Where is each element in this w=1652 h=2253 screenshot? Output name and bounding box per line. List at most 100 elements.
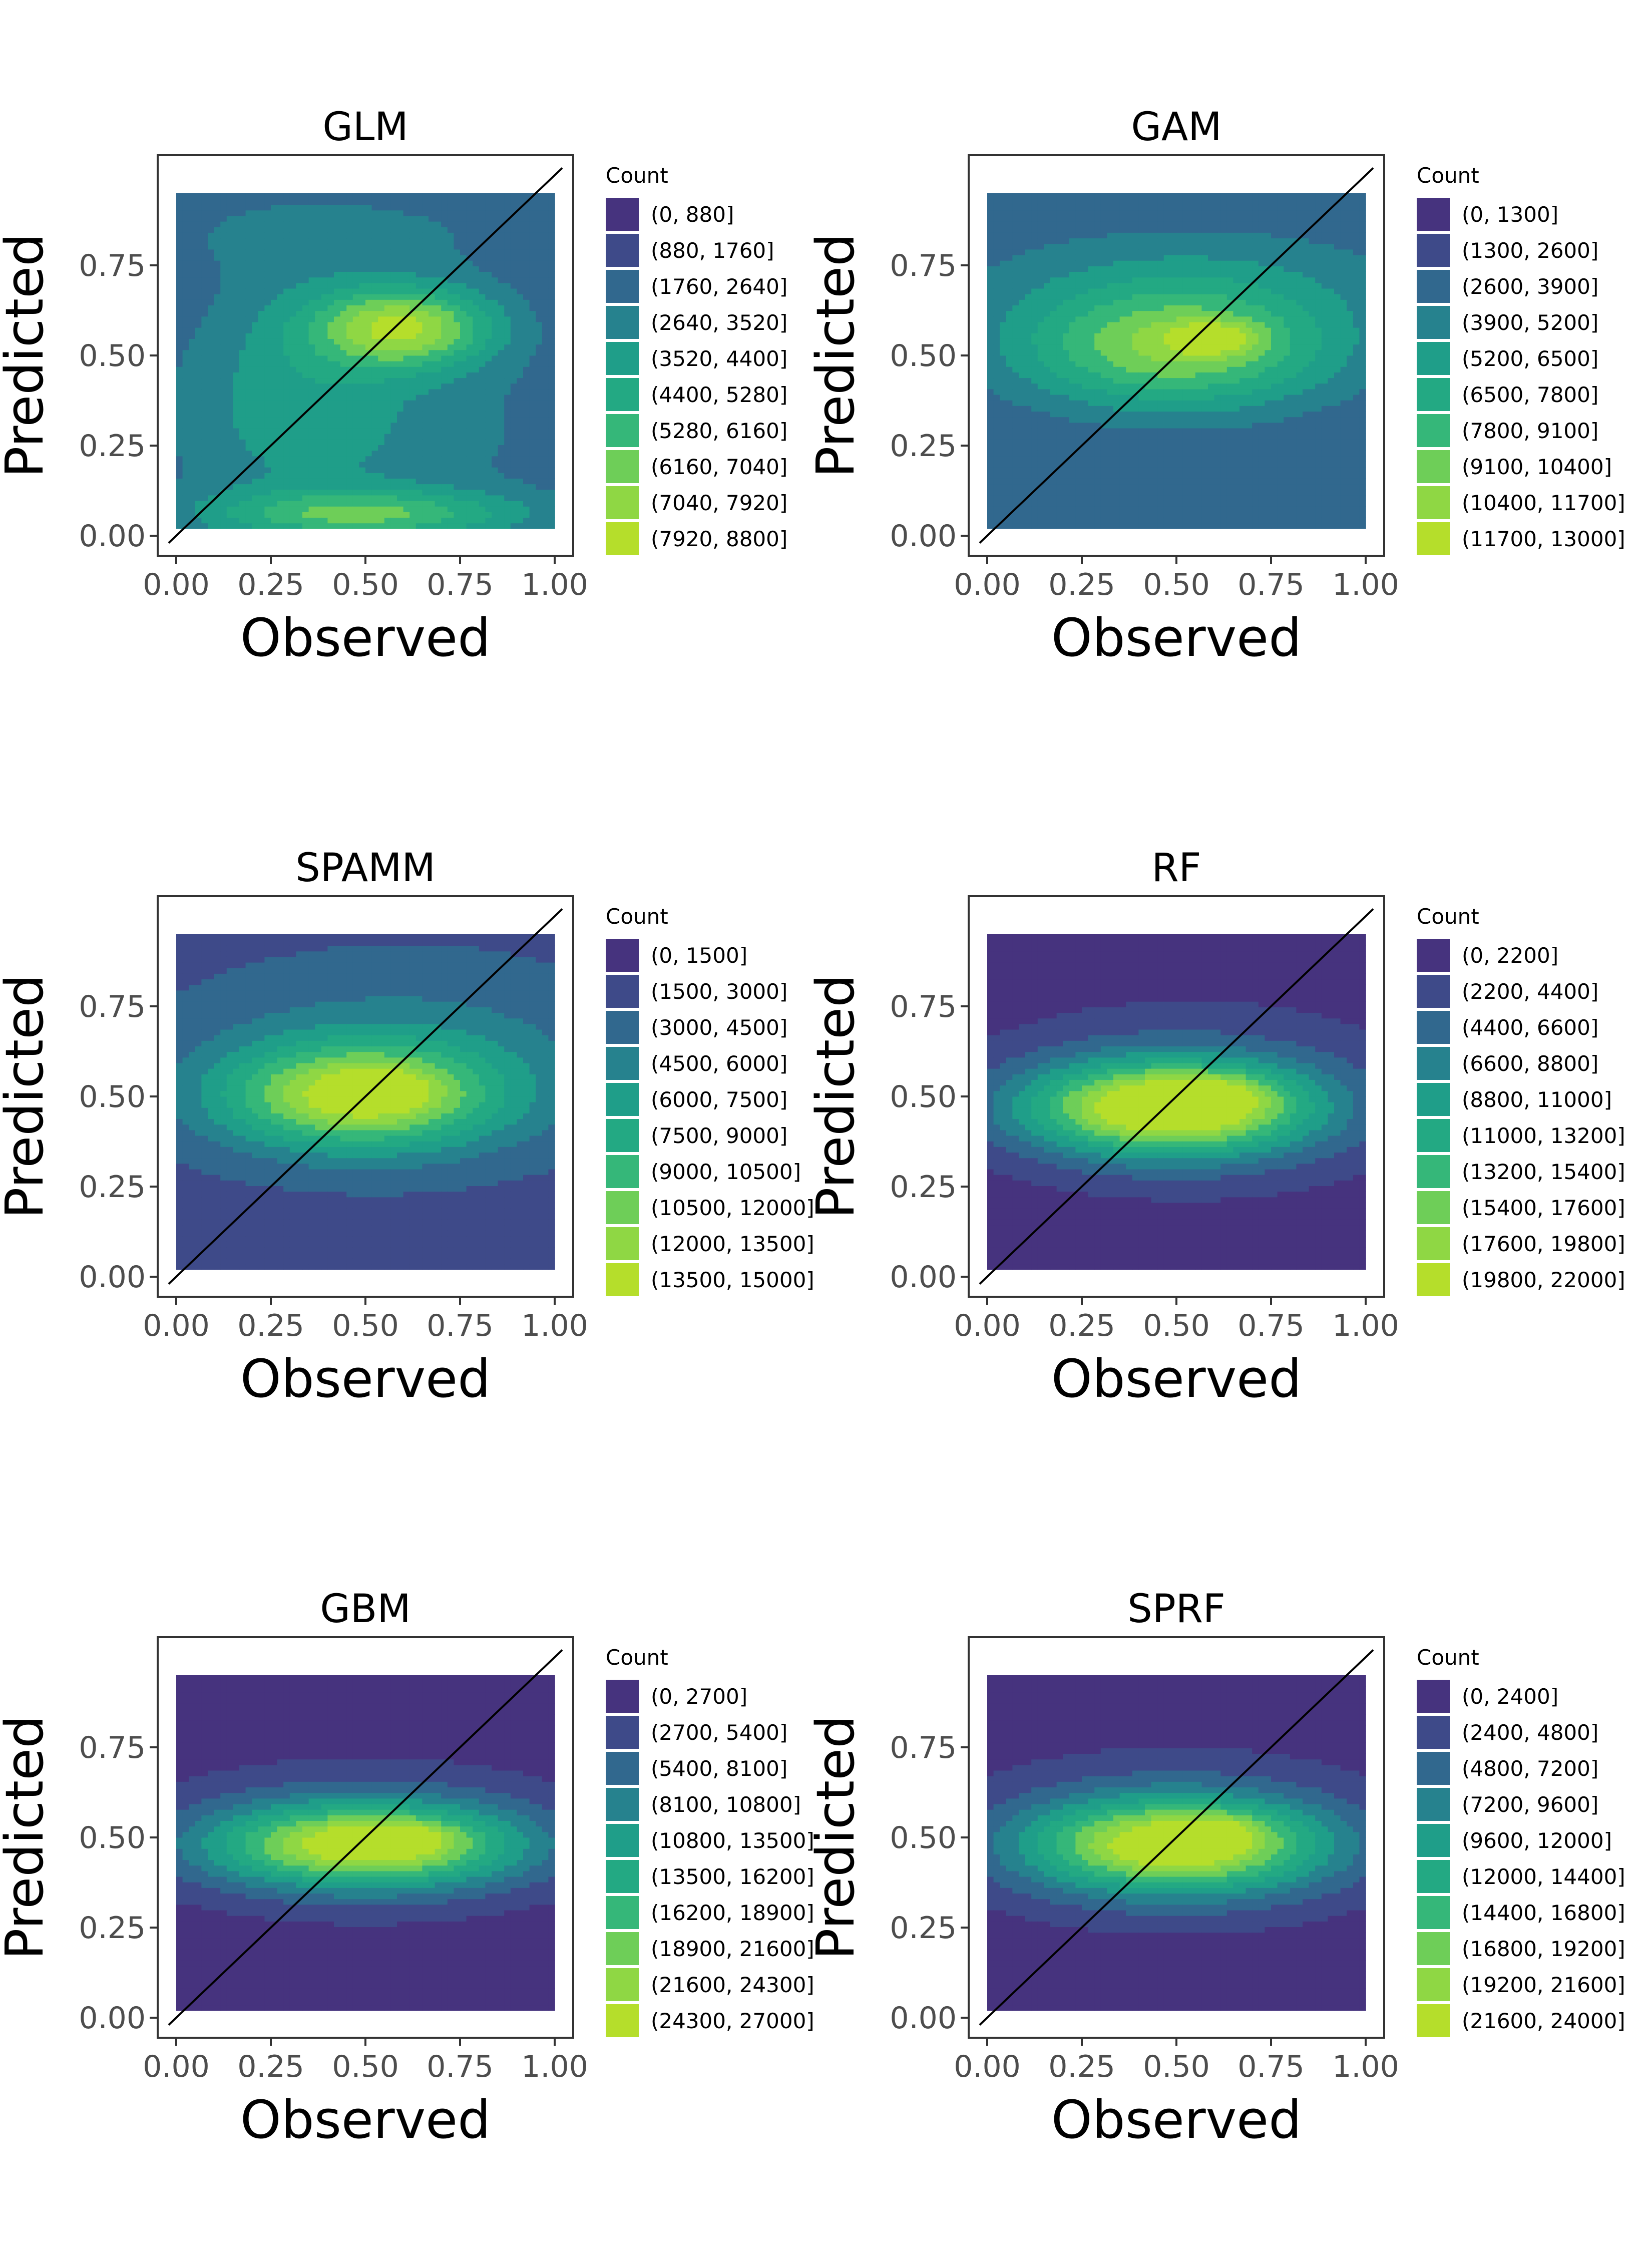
contour-cell: [208, 283, 214, 289]
contour-cell: [397, 484, 403, 490]
contour-cell: [403, 383, 410, 389]
contour-cell: [454, 216, 460, 222]
contour-cell: [548, 199, 555, 205]
contour-cell: [233, 383, 239, 389]
contour-cell: [1107, 489, 1113, 495]
contour-cell: [504, 260, 511, 266]
contour-cell: [523, 467, 530, 473]
contour-cell: [340, 333, 347, 339]
contour-cell: [987, 484, 994, 490]
contour-cell: [1063, 260, 1069, 266]
contour-cell: [1075, 344, 1082, 350]
contour-cell: [315, 506, 321, 512]
contour-cell: [1057, 473, 1063, 479]
contour-cell: [252, 445, 258, 451]
contour-cell: [409, 378, 416, 384]
contour-cell: [492, 277, 498, 283]
contour-cell: [1006, 378, 1013, 384]
contour-cell: [1063, 327, 1069, 333]
contour-cell: [309, 277, 315, 283]
contour-cell: [195, 406, 202, 412]
contour-cell: [1120, 349, 1126, 355]
contour-cell: [1088, 411, 1095, 417]
contour-cell: [208, 316, 214, 322]
contour-cell: [1006, 199, 1013, 205]
contour-cell: [372, 193, 378, 199]
contour-cell: [271, 355, 277, 361]
contour-cell: [416, 450, 423, 456]
contour-cell: [548, 428, 555, 434]
contour-cell: [530, 389, 536, 395]
contour-cell: [220, 355, 227, 361]
contour-cell: [384, 478, 391, 484]
contour-cell: [233, 294, 239, 300]
contour-cell: [1044, 501, 1050, 507]
contour-cell: [1120, 495, 1126, 501]
contour-cell: [264, 210, 271, 216]
contour-cell: [1019, 199, 1025, 205]
contour-cell: [340, 501, 347, 507]
contour-cell: [523, 344, 530, 350]
contour-cell: [239, 423, 246, 429]
contour-cell: [460, 305, 467, 311]
contour-cell: [492, 517, 498, 523]
contour-cell: [309, 456, 315, 462]
contour-cell: [1012, 445, 1019, 451]
contour-cell: [467, 478, 473, 484]
contour-cell: [492, 366, 498, 372]
contour-cell: [277, 473, 284, 479]
contour-cell: [1126, 372, 1132, 378]
contour-cell: [271, 400, 277, 406]
contour-cell: [327, 277, 334, 283]
contour-cell: [454, 389, 460, 395]
contour-cell: [346, 210, 353, 216]
contour-cell: [176, 327, 183, 333]
contour-cell: [183, 327, 189, 333]
contour-cell: [176, 428, 183, 434]
contour-cell: [409, 517, 416, 523]
contour-cell: [258, 512, 265, 518]
contour-cell: [340, 512, 347, 518]
contour-cell: [271, 434, 277, 440]
contour-cell: [233, 462, 239, 468]
contour-cell: [302, 349, 309, 355]
contour-cell: [302, 423, 309, 429]
contour-cell: [277, 294, 284, 300]
contour-cell: [492, 361, 498, 367]
contour-cell: [315, 199, 321, 205]
contour-cell: [1031, 238, 1038, 244]
contour-cell: [346, 361, 353, 367]
contour-cell: [227, 316, 233, 322]
contour-cell: [290, 249, 296, 255]
contour-cell: [1082, 501, 1088, 507]
contour-cell: [315, 484, 321, 490]
contour-cell: [1000, 372, 1006, 378]
contour-cell: [176, 243, 183, 249]
contour-cell: [246, 288, 252, 294]
contour-cell: [201, 199, 208, 205]
contour-cell: [283, 193, 290, 199]
legend-label: (6160, 7040]: [651, 455, 787, 479]
contour-cell: [176, 266, 183, 272]
contour-cell: [536, 316, 542, 322]
contour-cell: [1012, 467, 1019, 473]
contour-cell: [548, 434, 555, 440]
contour-cell: [1057, 255, 1063, 261]
contour-cell: [460, 456, 467, 462]
contour-cell: [309, 288, 315, 294]
contour-cell: [220, 266, 227, 272]
contour-cell: [183, 216, 189, 222]
contour-cell: [271, 456, 277, 462]
contour-cell: [359, 243, 365, 249]
contour-cell: [1019, 512, 1025, 518]
contour-cell: [1101, 305, 1107, 311]
contour-cell: [315, 501, 321, 507]
contour-cell: [384, 450, 391, 456]
contour-cell: [498, 423, 505, 429]
contour-cell: [359, 204, 365, 210]
contour-cell: [542, 288, 549, 294]
contour-cell: [258, 484, 265, 490]
contour-cell: [1107, 249, 1113, 255]
contour-cell: [397, 271, 403, 277]
contour-cell: [390, 221, 397, 227]
